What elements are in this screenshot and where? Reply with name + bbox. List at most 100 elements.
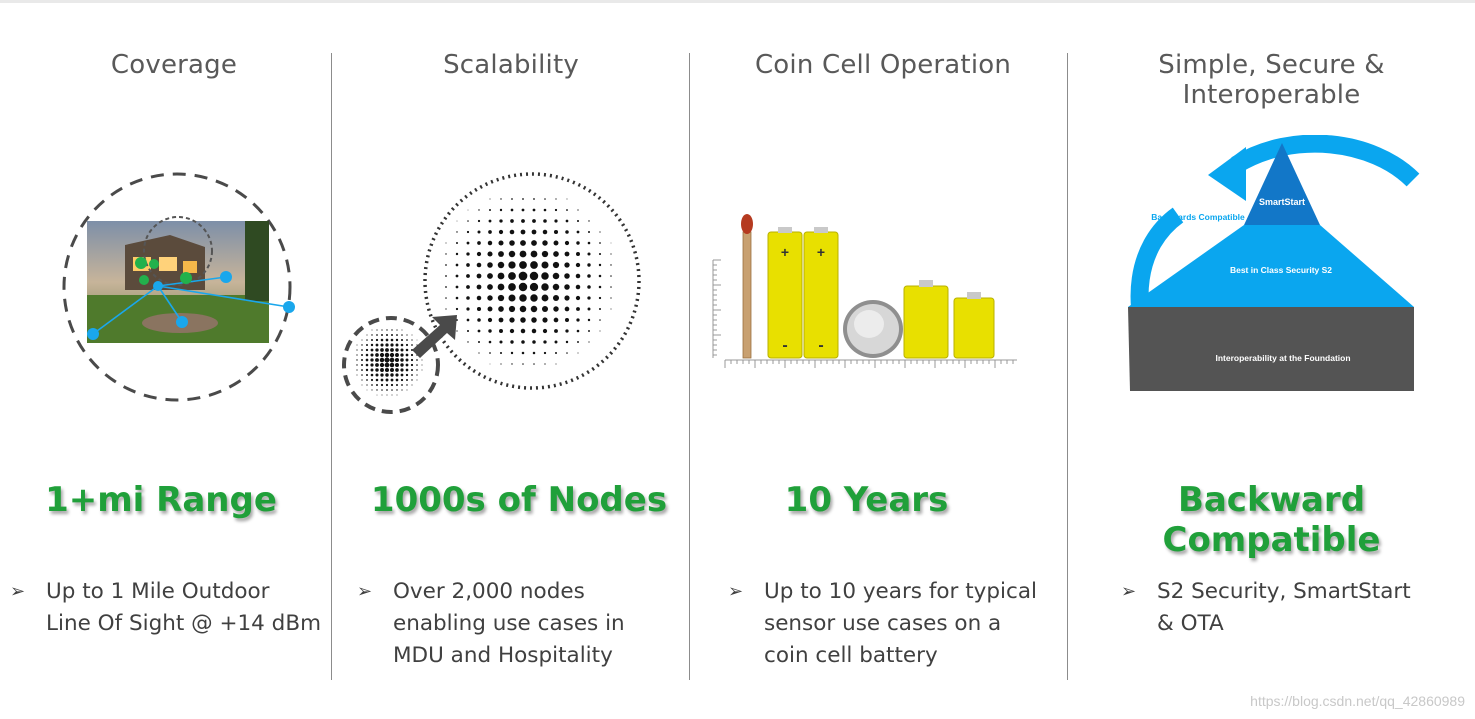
network-node-dot: [390, 343, 394, 347]
scalability-illustration: [342, 172, 641, 414]
network-node-dot: [400, 343, 404, 347]
network-node-dot: [487, 317, 493, 323]
scalability-bullet-text: Over 2,000 nodes enabling use cases in M…: [393, 579, 625, 668]
network-node-dot: [416, 379, 418, 381]
network-node-dot: [370, 348, 374, 352]
network-node-dot: [566, 352, 568, 354]
network-node-dot: [610, 253, 612, 255]
network-node-dot: [564, 284, 570, 290]
network-node-dot: [478, 209, 480, 211]
network-node-dot: [610, 242, 612, 244]
network-node-dot: [541, 250, 549, 258]
network-node-dot: [488, 219, 492, 223]
network-node-dot: [476, 273, 482, 279]
network-node-dot: [416, 374, 418, 376]
scalability-column: Scalability 1000s of Nodes ➢ Over 2,000 …: [332, 0, 690, 719]
network-node-dot: [599, 242, 601, 244]
network-node-dot: [508, 283, 516, 291]
network-node-dot: [599, 231, 601, 233]
coverage-illustration: [62, 172, 295, 402]
network-node-dot: [530, 261, 538, 269]
network-node-dot: [553, 240, 559, 246]
bullet-arrow-icon: ➢: [1121, 581, 1137, 602]
network-node-dot: [542, 229, 548, 235]
scalability-headline: 1000s of Nodes: [370, 480, 668, 520]
network-node-dot: [487, 251, 493, 257]
network-node-dot: [371, 329, 373, 331]
network-node-dot: [379, 357, 385, 363]
svg-text:+: +: [817, 244, 825, 260]
network-node-dot: [520, 317, 526, 323]
network-node-dot: [360, 358, 364, 362]
network-node-dot: [356, 364, 358, 366]
network-node-dot: [396, 394, 398, 396]
coin-cell-headline: 10 Years: [784, 480, 949, 520]
network-node-dot: [531, 229, 537, 235]
network-node-dot: [519, 250, 527, 258]
network-node-dot: [510, 208, 514, 212]
network-node-dot: [391, 389, 393, 391]
network-node-dot: [391, 394, 393, 396]
network-node-dot: [405, 353, 409, 357]
network-node-dot: [543, 340, 547, 344]
network-node-dot: [575, 284, 581, 290]
network-node-dot: [489, 198, 491, 200]
network-node-dot: [466, 296, 470, 300]
network-node-dot: [509, 229, 515, 235]
network-node-dot: [411, 384, 413, 386]
network-node-dot: [375, 343, 379, 347]
network-node-dot: [394, 357, 400, 363]
network-node-dot: [499, 219, 503, 223]
network-node-dot: [395, 338, 399, 342]
network-node-dot: [396, 334, 398, 336]
network-node-dot: [499, 208, 503, 212]
network-node-dot: [375, 348, 379, 352]
network-node-dot: [380, 343, 384, 347]
network-node-dot: [370, 343, 374, 347]
node-cluster-small: [356, 329, 423, 396]
network-node-dot: [445, 242, 447, 244]
network-node-dot: [389, 362, 395, 368]
network-node-dot: [361, 349, 363, 351]
matchstick: [742, 231, 752, 359]
network-node-dot: [400, 368, 404, 372]
battery-comparison-illustration: + - + -: [712, 214, 1017, 368]
network-node-dot: [487, 240, 493, 246]
network-node-dot: [389, 352, 395, 358]
network-node-dot: [411, 339, 413, 341]
network-node-dot: [587, 263, 591, 267]
network-node-dot: [565, 219, 569, 223]
network-node-dot: [554, 329, 558, 333]
network-node-dot: [510, 351, 514, 355]
network-node-dot: [395, 383, 399, 387]
network-node-dot: [380, 338, 384, 342]
network-node-dot: [599, 319, 601, 321]
network-node-dot: [389, 357, 395, 363]
network-node-dot: [445, 286, 447, 288]
network-node-dot: [361, 374, 363, 376]
network-node-dot: [380, 348, 384, 352]
network-node-dot: [552, 272, 560, 280]
network-node-dot: [379, 352, 385, 358]
network-node-dot: [445, 275, 447, 277]
network-node-dot: [508, 272, 516, 280]
network-node-dot: [509, 328, 515, 334]
network-node-dot: [375, 338, 379, 342]
network-node-dot: [508, 294, 516, 302]
network-node-dot: [455, 307, 459, 311]
network-node-dot: [519, 261, 527, 269]
network-node-dot: [365, 348, 369, 352]
network-node-dot: [565, 340, 569, 344]
network-node-dot: [520, 328, 526, 334]
network-node-dot: [554, 219, 558, 223]
network-node-dot: [576, 318, 580, 322]
network-node-dot: [375, 368, 379, 372]
network-node-dot: [544, 363, 546, 365]
network-node-dot: [497, 261, 505, 269]
network-node-dot: [405, 373, 409, 377]
network-node-dot: [370, 378, 374, 382]
network-node-dot: [365, 358, 369, 362]
network-node-dot: [421, 359, 423, 361]
ruler-horizontal: [724, 359, 1017, 368]
network-node-dot: [508, 305, 516, 313]
